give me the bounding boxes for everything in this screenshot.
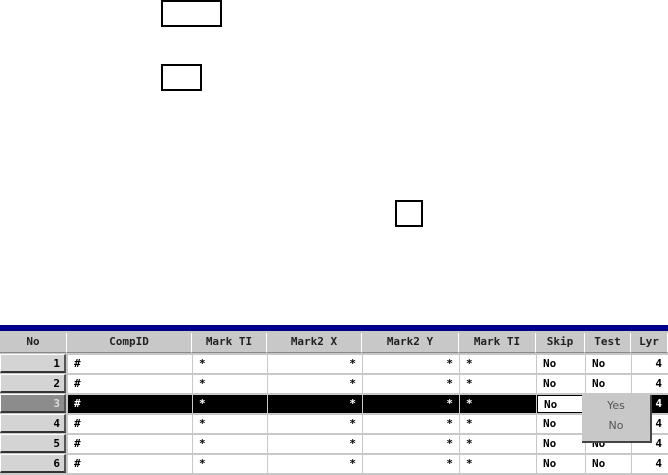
table-cell[interactable]: * bbox=[268, 415, 362, 433]
table-cell[interactable]: No bbox=[537, 435, 585, 453]
table-cell[interactable]: * bbox=[460, 435, 536, 453]
row-header[interactable]: 3 bbox=[0, 394, 66, 413]
table-cell[interactable]: * bbox=[363, 355, 459, 373]
column-header[interactable]: Mark TI bbox=[459, 333, 536, 353]
input-box-3[interactable] bbox=[395, 200, 423, 227]
table-cell[interactable]: 4 bbox=[632, 455, 668, 473]
column-header[interactable]: CompID bbox=[67, 333, 192, 353]
table-cell[interactable]: No bbox=[586, 355, 631, 373]
table-cell[interactable]: * bbox=[460, 415, 536, 433]
table-cell[interactable]: * bbox=[460, 395, 536, 413]
table-cell[interactable]: * bbox=[193, 355, 267, 373]
table-cell[interactable]: * bbox=[193, 415, 267, 433]
column-header[interactable]: Lyr bbox=[631, 333, 668, 353]
table-cell[interactable]: * bbox=[193, 375, 267, 393]
column-header[interactable]: Skip bbox=[536, 333, 585, 353]
column-header[interactable]: Mark2 X bbox=[267, 333, 362, 353]
table-cell[interactable]: * bbox=[268, 455, 362, 473]
input-box-1[interactable] bbox=[161, 0, 222, 27]
table-cell[interactable]: No bbox=[537, 375, 585, 393]
input-box-2[interactable] bbox=[161, 64, 202, 91]
table-cell[interactable]: * bbox=[363, 435, 459, 453]
table-cell[interactable]: * bbox=[363, 415, 459, 433]
column-header[interactable]: Mark2 Y bbox=[362, 333, 459, 353]
table-cell[interactable]: # bbox=[68, 355, 192, 373]
table-cell[interactable]: No bbox=[537, 415, 585, 433]
table-cell[interactable]: # bbox=[68, 395, 192, 413]
dropdown-option-no[interactable]: No bbox=[608, 419, 624, 432]
column-header[interactable]: No bbox=[0, 333, 67, 353]
table-cell[interactable]: No bbox=[586, 455, 631, 473]
table-cell[interactable]: # bbox=[68, 375, 192, 393]
row-header[interactable]: 2 bbox=[0, 374, 66, 393]
table-cell[interactable]: No bbox=[537, 355, 585, 373]
table-cell[interactable]: * bbox=[193, 435, 267, 453]
dropdown-option-yes[interactable]: Yes bbox=[607, 399, 625, 412]
table-title-bar bbox=[0, 325, 668, 331]
table-cell[interactable]: # bbox=[68, 455, 192, 473]
table-cell[interactable]: * bbox=[460, 455, 536, 473]
table-cell[interactable]: * bbox=[363, 375, 459, 393]
table-cell[interactable]: No bbox=[537, 395, 585, 413]
skip-dropdown-menu[interactable]: Yes No bbox=[582, 395, 652, 443]
table-cell[interactable]: * bbox=[193, 395, 267, 413]
table-cell[interactable]: # bbox=[68, 435, 192, 453]
column-header[interactable]: Test bbox=[585, 333, 631, 353]
table-cell[interactable]: * bbox=[268, 435, 362, 453]
row-header[interactable]: 4 bbox=[0, 414, 66, 433]
table-cell[interactable]: * bbox=[460, 375, 536, 393]
table-cell[interactable]: * bbox=[460, 355, 536, 373]
table-cell[interactable]: * bbox=[363, 455, 459, 473]
row-header[interactable]: 6 bbox=[0, 454, 66, 473]
table-cell[interactable]: No bbox=[586, 375, 631, 393]
data-grid[interactable]: No CompID Mark TI Mark2 X Mark2 Y Mark TI Skip… bbox=[0, 331, 668, 475]
table-cell[interactable]: No bbox=[537, 455, 585, 473]
table-cell[interactable]: * bbox=[363, 395, 459, 413]
table-cell[interactable]: * bbox=[268, 375, 362, 393]
table-cell[interactable]: 4 bbox=[632, 355, 668, 373]
table-cell[interactable]: 4 bbox=[632, 375, 668, 393]
table-cell[interactable]: * bbox=[268, 355, 362, 373]
table-cell[interactable]: * bbox=[268, 395, 362, 413]
column-header[interactable]: Mark TI bbox=[192, 333, 267, 353]
row-header[interactable]: 5 bbox=[0, 434, 66, 453]
table-cell[interactable]: # bbox=[68, 415, 192, 433]
table-cell[interactable]: * bbox=[193, 455, 267, 473]
row-header[interactable]: 1 bbox=[0, 354, 66, 373]
